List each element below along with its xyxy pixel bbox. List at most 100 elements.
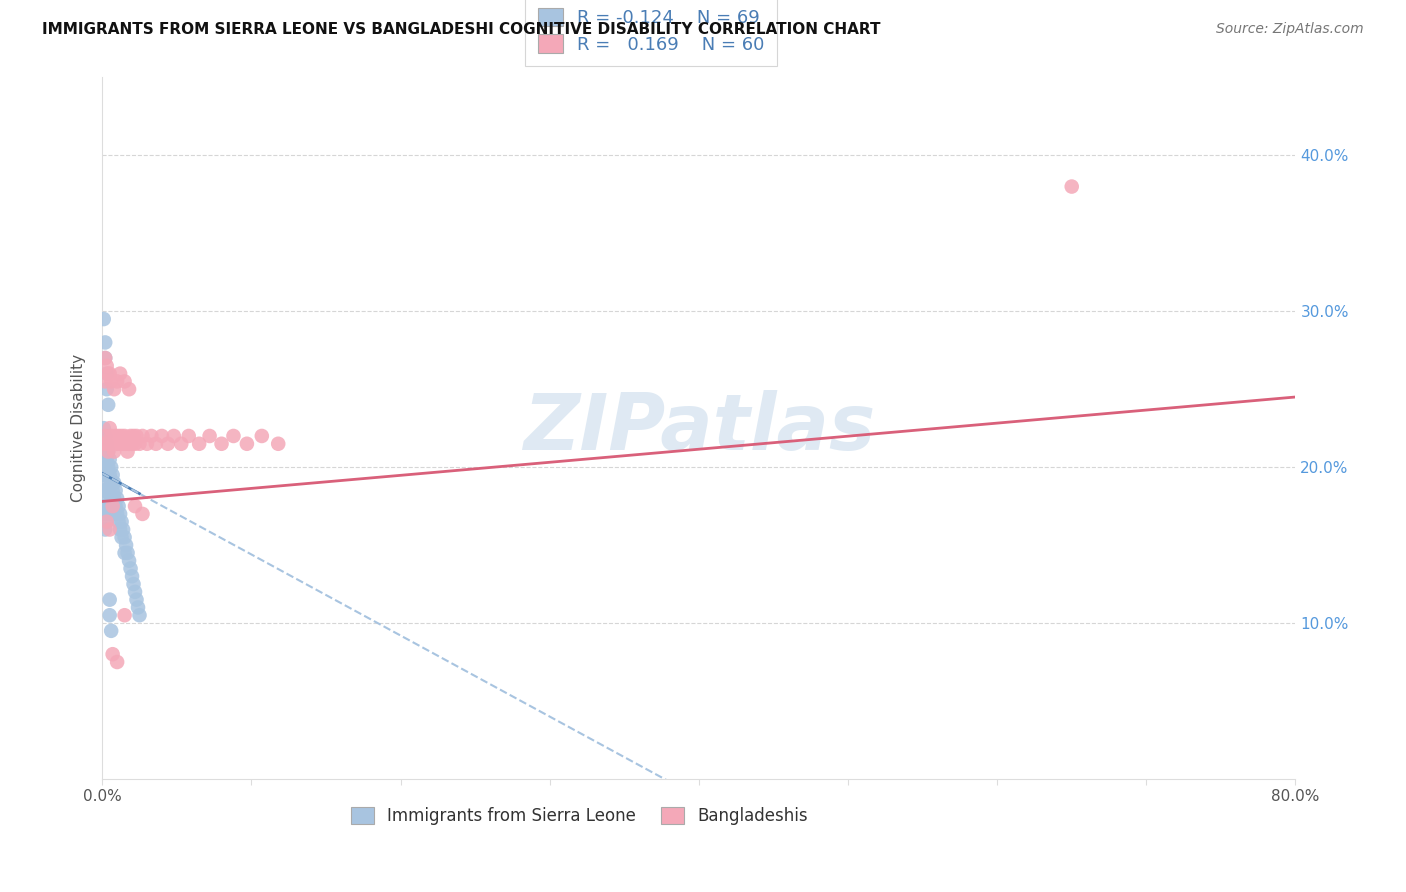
Point <box>104 483 127 498</box>
Point <box>93 483 115 498</box>
Point <box>94 523 117 537</box>
Text: IMMIGRANTS FROM SIERRA LEONE VS BANGLADESHI COGNITIVE DISABILITY CORRELATION CHA: IMMIGRANTS FROM SIERRA LEONE VS BANGLADE… <box>42 22 880 37</box>
Point <box>107 515 129 529</box>
Point <box>177 429 200 443</box>
Point <box>127 600 149 615</box>
Point <box>124 436 146 450</box>
Point <box>128 608 150 623</box>
Point <box>98 523 121 537</box>
Point <box>103 382 125 396</box>
Point <box>100 460 122 475</box>
Point <box>1060 179 1083 194</box>
Point <box>104 429 127 443</box>
Point <box>94 429 117 443</box>
Point <box>145 436 167 450</box>
Point <box>110 530 132 544</box>
Point <box>236 436 259 450</box>
Point <box>105 375 128 389</box>
Point <box>112 436 135 450</box>
Point <box>117 444 139 458</box>
Point <box>97 444 120 458</box>
Point <box>103 491 125 506</box>
Point <box>105 491 128 506</box>
Point <box>103 444 125 458</box>
Point <box>98 367 121 381</box>
Y-axis label: Cognitive Disability: Cognitive Disability <box>72 354 86 502</box>
Point <box>108 523 131 537</box>
Point <box>114 530 136 544</box>
Point <box>114 546 136 560</box>
Point <box>110 429 132 443</box>
Point <box>94 375 117 389</box>
Point <box>114 608 136 623</box>
Text: Source: ZipAtlas.com: Source: ZipAtlas.com <box>1216 22 1364 37</box>
Point <box>98 592 121 607</box>
Point <box>211 436 233 450</box>
Point <box>100 491 122 506</box>
Point <box>100 475 122 490</box>
Point <box>117 546 139 560</box>
Point <box>94 460 117 475</box>
Point <box>100 624 122 638</box>
Point <box>98 483 121 498</box>
Point <box>97 491 120 506</box>
Point <box>103 507 125 521</box>
Text: ZIPatlas: ZIPatlas <box>523 390 875 467</box>
Point <box>267 436 290 450</box>
Point <box>125 429 148 443</box>
Point <box>150 429 173 443</box>
Point <box>101 499 124 513</box>
Point <box>115 436 138 450</box>
Point <box>131 429 153 443</box>
Point <box>100 375 122 389</box>
Point <box>105 507 128 521</box>
Point <box>188 436 211 450</box>
Point <box>112 523 135 537</box>
Point <box>97 367 120 381</box>
Point <box>97 475 120 490</box>
Point <box>94 499 117 513</box>
Point <box>120 561 142 575</box>
Point <box>156 436 179 450</box>
Point <box>96 359 118 373</box>
Point <box>93 444 115 458</box>
Point <box>105 655 128 669</box>
Point <box>170 436 193 450</box>
Point <box>96 499 118 513</box>
Point <box>96 382 118 396</box>
Point <box>125 592 148 607</box>
Point <box>101 499 124 513</box>
Point <box>128 436 150 450</box>
Point <box>93 312 115 326</box>
Point <box>97 444 120 458</box>
Point <box>124 585 146 599</box>
Point <box>96 483 118 498</box>
Point <box>101 647 124 661</box>
Point <box>105 436 128 450</box>
Point <box>121 569 143 583</box>
Point <box>103 475 125 490</box>
Point <box>100 507 122 521</box>
Point <box>98 452 121 467</box>
Point <box>107 499 129 513</box>
Point <box>97 460 120 475</box>
Point <box>96 452 118 467</box>
Point <box>97 398 120 412</box>
Point <box>101 436 124 450</box>
Point <box>98 467 121 482</box>
Point <box>96 436 118 450</box>
Point <box>96 467 118 482</box>
Point <box>93 499 115 513</box>
Point <box>108 507 131 521</box>
Point <box>122 429 145 443</box>
Point <box>122 577 145 591</box>
Point <box>98 608 121 623</box>
Point <box>108 436 131 450</box>
Point <box>118 436 141 450</box>
Point <box>94 335 117 350</box>
Point <box>198 429 221 443</box>
Point <box>114 429 136 443</box>
Point <box>94 351 117 365</box>
Point <box>250 429 273 443</box>
Point <box>98 499 121 513</box>
